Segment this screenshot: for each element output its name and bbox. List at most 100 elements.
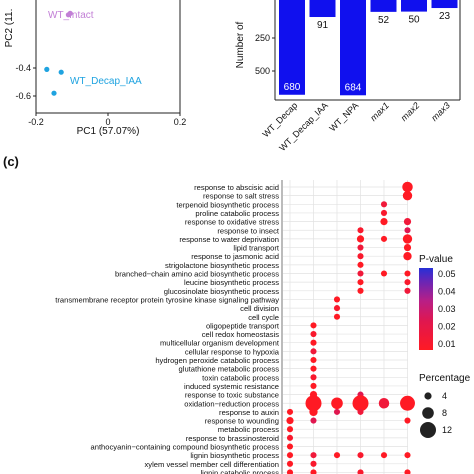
go-enrichment-dot	[380, 209, 388, 216]
pvalue-colorbar	[419, 268, 433, 350]
go-enrichment-dot	[357, 469, 364, 474]
go-enrichment-dot	[286, 452, 294, 459]
go-term-label: response to brassinosteroid	[186, 434, 279, 443]
size-legend-dot	[420, 422, 436, 438]
go-term-label: lipid transport	[233, 244, 279, 253]
go-term-label: response to jasmonic acid	[191, 252, 279, 261]
go-enrichment-dot	[310, 452, 317, 459]
pca-x-tick-label: -0.2	[28, 117, 44, 127]
bar	[309, 0, 336, 18]
go-enrichment-dot	[310, 339, 317, 346]
bar-value-label: 680	[284, 82, 301, 93]
go-enrichment-dot	[402, 181, 413, 193]
go-enrichment-dot	[357, 253, 364, 260]
go-term-label: cell division	[240, 304, 279, 313]
go-term-label: induced systemic resistance	[184, 382, 279, 391]
go-enrichment-dot	[357, 227, 364, 234]
go-enrichment-dot	[404, 452, 411, 459]
go-enrichment-dot	[286, 416, 294, 425]
go-enrichment-dot	[356, 235, 365, 243]
go-enrichment-dot	[357, 408, 364, 415]
go-enrichment-dot	[331, 397, 343, 410]
bar-value-label: 52	[378, 15, 390, 26]
go-enrichment-dot	[333, 313, 341, 320]
go-enrichment-dot	[310, 331, 317, 338]
go-enrichment-dot	[333, 305, 341, 312]
panel-c-label: (c)	[3, 154, 19, 169]
go-enrichment-dot	[310, 460, 317, 467]
size-legend-dot	[422, 407, 434, 419]
go-term-label: cell redox homeostasis	[202, 330, 279, 339]
pca-x-tick-label: 0	[105, 117, 110, 127]
go-enrichment-dot	[380, 235, 388, 242]
go-term-label: response to wounding	[205, 417, 279, 426]
go-enrichment-dot	[404, 469, 411, 474]
pca-x-axis-label: PC1 (57.07%)	[77, 126, 140, 137]
go-enrichment-dot	[357, 287, 364, 294]
go-enrichment-dot	[357, 452, 364, 459]
go-enrichment-dot	[310, 374, 317, 381]
go-term-label: anthocyanin−containing compound biosynth…	[91, 443, 280, 452]
bar-value-label: 23	[439, 11, 451, 22]
bar-value-label: 91	[317, 20, 329, 31]
bar-category-label: max3	[429, 100, 452, 123]
pvalue-tick-label: 0.05	[438, 269, 456, 279]
go-enrichment-dot	[310, 356, 317, 364]
go-enrichment-dot	[286, 426, 294, 433]
go-enrichment-dot	[404, 270, 411, 277]
go-enrichment-dot	[404, 417, 411, 424]
go-enrichment-dot	[403, 252, 412, 261]
go-enrichment-dot	[378, 398, 390, 409]
go-enrichment-dot	[309, 407, 318, 417]
size-legend-title: Percentage	[419, 373, 471, 384]
bar	[370, 0, 397, 12]
go-term-label: terpenoid biosynthetic process	[176, 200, 279, 209]
go-enrichment-dot	[357, 270, 364, 277]
go-enrichment-dot	[310, 469, 317, 474]
bar	[340, 0, 366, 96]
go-enrichment-dot	[286, 469, 294, 474]
go-enrichment-dot	[403, 243, 412, 252]
bar	[401, 0, 427, 12]
go-enrichment-dot	[380, 201, 388, 208]
go-term-label: response to auxin	[219, 408, 279, 417]
go-enrichment-dot	[333, 296, 341, 303]
go-enrichment-dot	[286, 434, 294, 441]
pca-point	[51, 90, 57, 96]
go-term-label: glucosinolate biosynthetic process	[164, 287, 279, 296]
pca-x-tick-label: 0.2	[174, 117, 187, 127]
bar-value-label: 50	[408, 15, 420, 26]
bar-category-label: WT_NPA	[327, 100, 360, 133]
go-term-label: response to water deprivation	[179, 235, 279, 244]
go-enrichment-dot	[286, 460, 294, 467]
size-legend-dot	[424, 392, 432, 400]
go-enrichment-dot	[404, 279, 411, 286]
go-enrichment-dot	[310, 417, 317, 424]
go-term-label: lignin catabolic process	[200, 468, 279, 474]
go-enrichment-dot	[404, 227, 411, 234]
size-legend-label: 8	[442, 408, 447, 418]
pvalue-tick-label: 0.02	[438, 322, 456, 332]
go-term-label: transmembrane receptor protein tyrosine …	[55, 295, 279, 304]
pca-y-tick-label: -0.4	[15, 63, 31, 73]
go-enrichment-dot	[310, 365, 317, 372]
size-legend-label: 12	[442, 425, 452, 435]
pvalue-legend-title: P-value	[419, 254, 453, 265]
bar-panel: 680WT_Decap91WT_Decap_IAA684WT_NPA52max1…	[235, 0, 461, 153]
go-term-label: proline catabolic process	[195, 209, 279, 218]
go-term-label: xylem vessel member cell differentiation	[145, 460, 280, 469]
go-term-label: metabolic process	[218, 425, 279, 434]
bar	[431, 0, 458, 9]
go-enrichment-dot	[357, 279, 364, 286]
go-enrichment-dot	[404, 287, 411, 294]
pca-point	[67, 10, 73, 16]
pca-point	[58, 69, 64, 75]
pca-panel: WT_Intact WT_Decap_IAA -0.2 0 0.2 -0.4 -0.6 P…	[4, 0, 186, 137]
go-term-label: leucine biosynthetic process	[184, 278, 279, 287]
go-enrichment-dot	[310, 322, 317, 329]
go-enrichment-dot	[402, 234, 413, 244]
bar-category-label: max2	[399, 100, 422, 123]
go-enrichment-dot	[333, 408, 341, 415]
